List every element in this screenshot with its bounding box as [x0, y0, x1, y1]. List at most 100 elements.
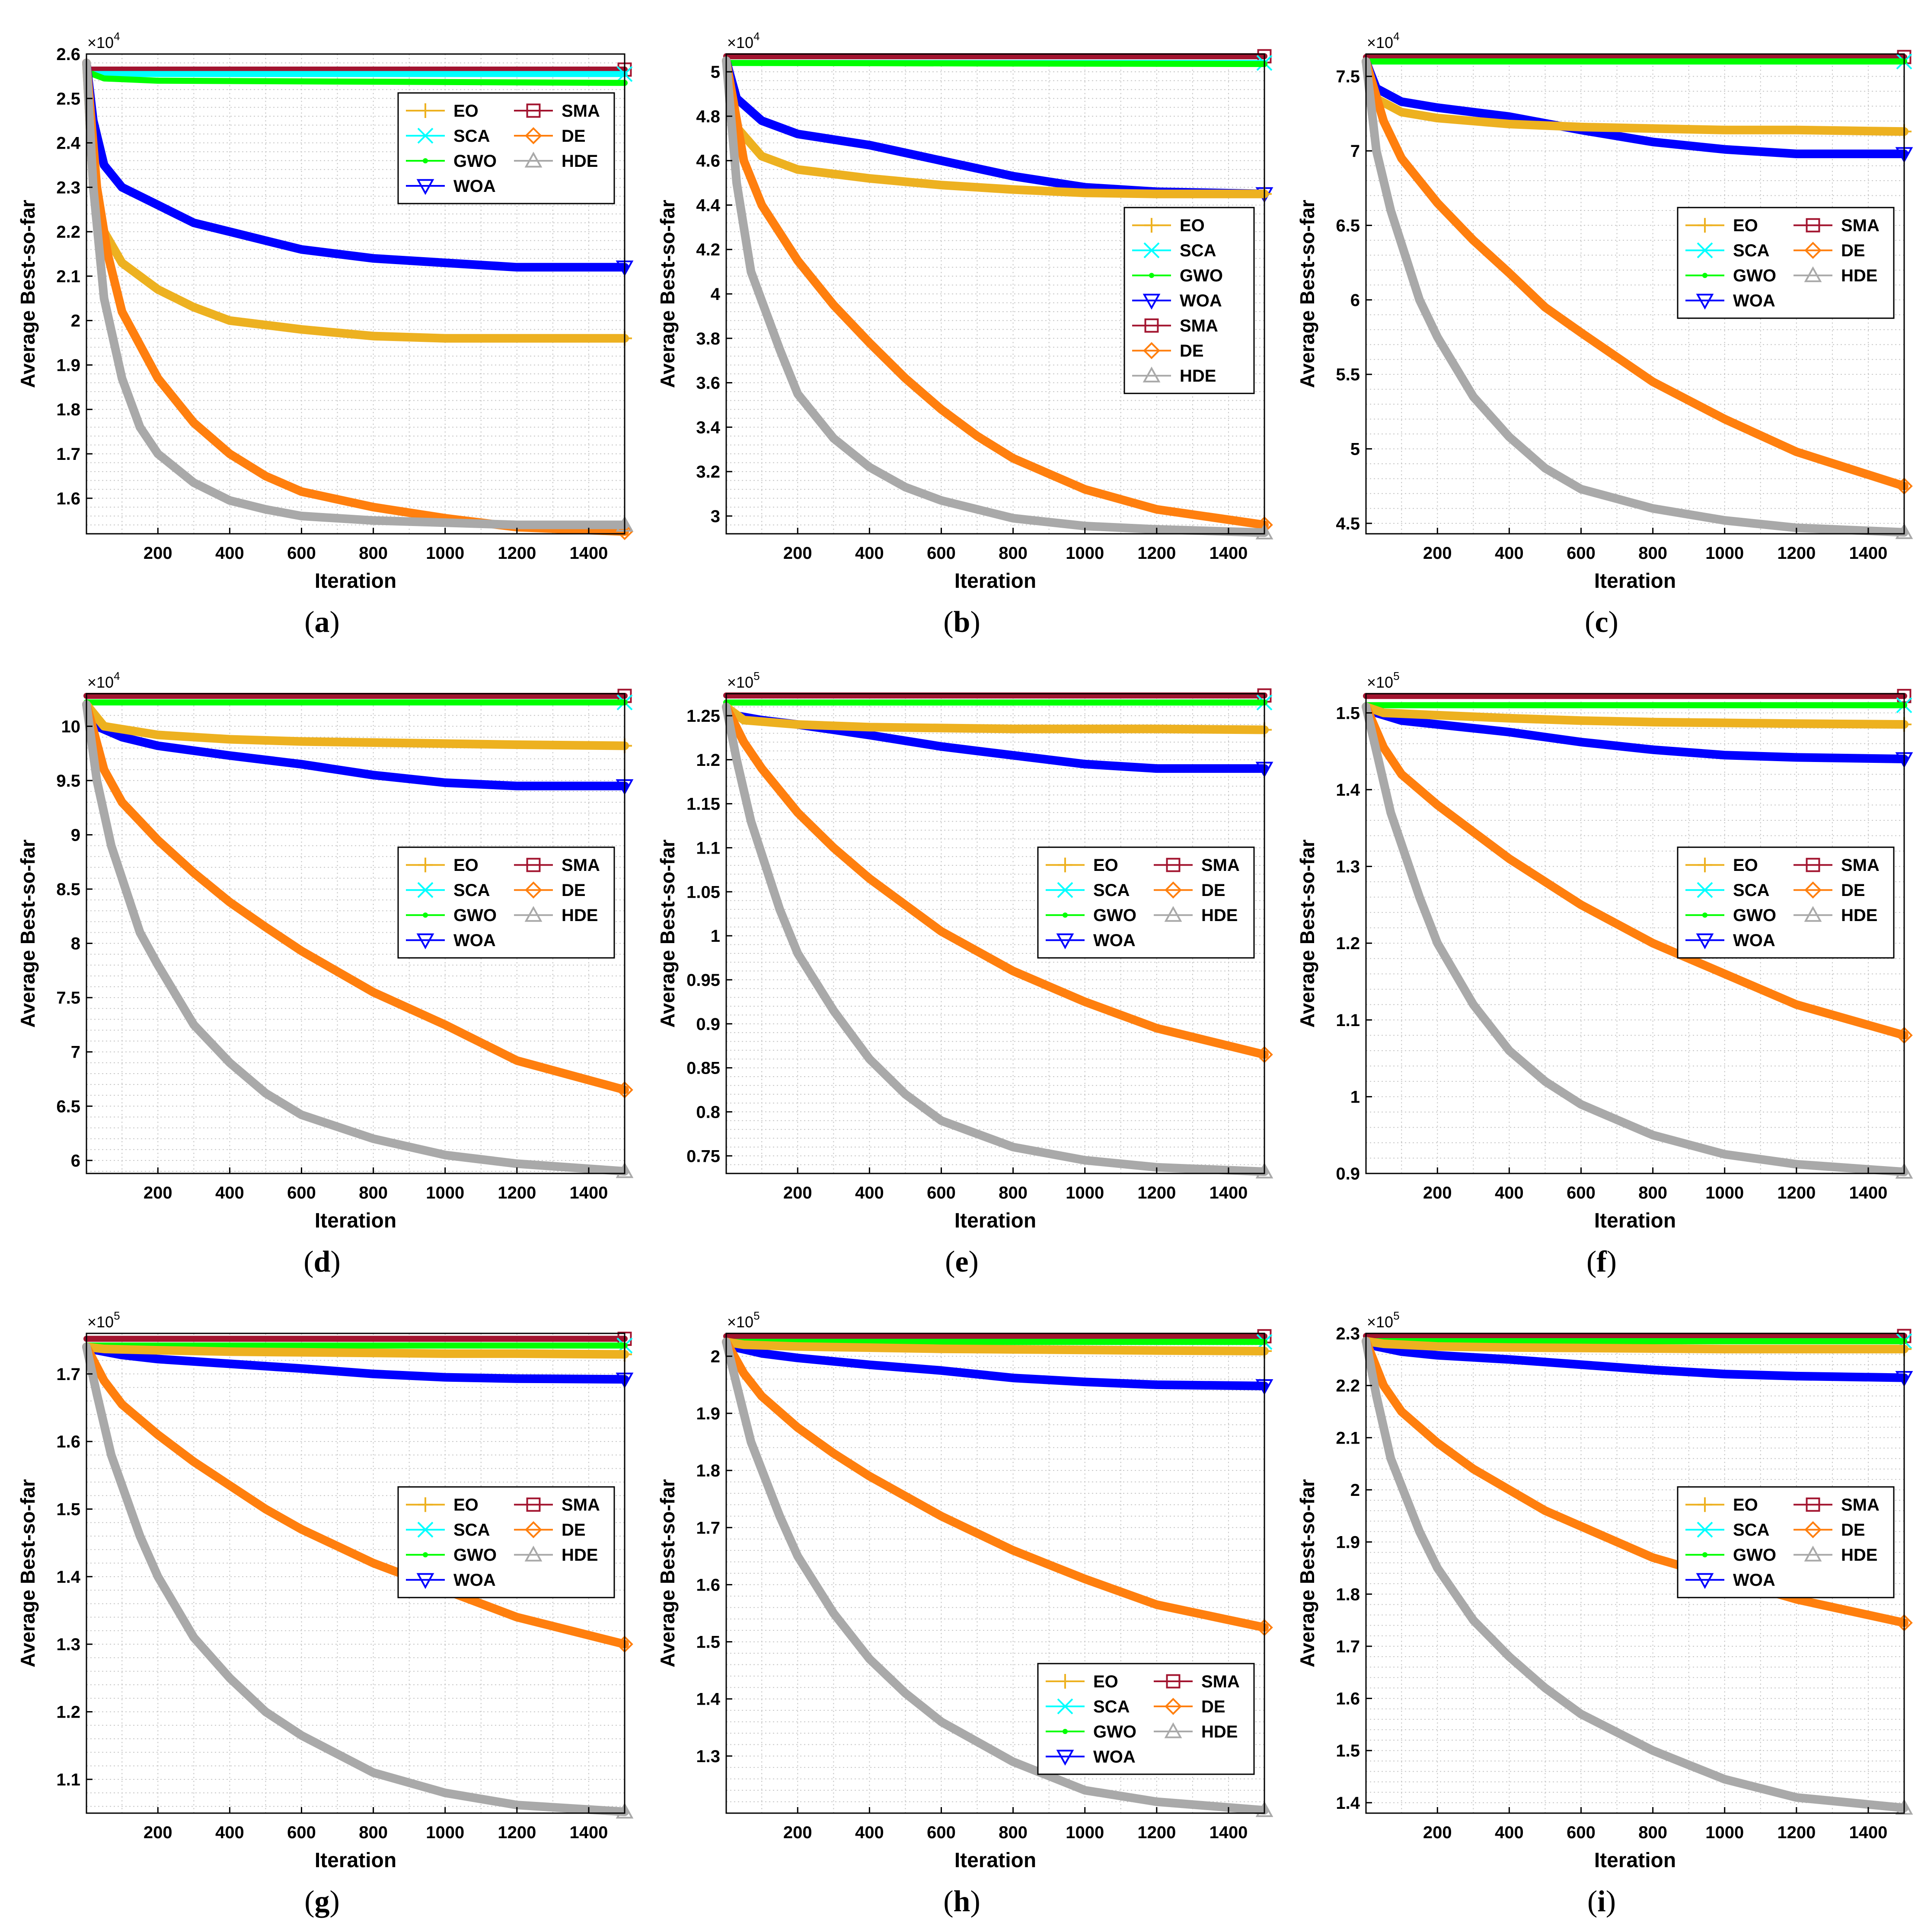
y-tick-label: 1.4: [56, 1568, 80, 1587]
y-tick-label: 3.8: [696, 329, 720, 348]
legend: EO SCA GWO WOA SMA DE HDE: [397, 92, 615, 204]
series-line-hde: [1362, 702, 1908, 1176]
legend-marker: [416, 1573, 434, 1589]
legend-item-gwo: GWO: [1685, 266, 1776, 285]
legend-label: WOA: [453, 177, 496, 196]
caption-letter: f: [1596, 1245, 1607, 1278]
x-tick-label: 600: [1567, 1183, 1596, 1202]
x-axis: 200 400 600 800 1000 1200 1400: [144, 1807, 608, 1842]
legend-label: DE: [562, 881, 586, 900]
legend-marker: [1697, 1521, 1713, 1538]
legend-label: SCA: [1093, 1697, 1130, 1716]
legend-item-gwo: GWO: [1132, 266, 1223, 285]
y-tick-label: 1.3: [1336, 858, 1360, 877]
legend-item-hde: HDE: [514, 151, 598, 171]
series-line-eo: [1362, 702, 1908, 729]
legend-item-eo: EO: [1685, 1495, 1758, 1514]
legend-label: SCA: [453, 1521, 490, 1540]
exponent-base: ×10: [727, 673, 753, 691]
legend-item-woa: WOA: [1132, 291, 1222, 310]
legend-label: GWO: [1093, 906, 1136, 925]
axis-exponent: ×104: [87, 670, 120, 691]
legend-label: WOA: [1733, 931, 1775, 950]
x-tick-label: 1200: [1137, 1183, 1176, 1202]
legend-label: HDE: [1180, 367, 1216, 386]
exponent-power: 5: [1393, 1309, 1399, 1322]
legend-label: SCA: [1733, 881, 1769, 900]
x-tick-label: 600: [927, 1823, 956, 1842]
y-tick-label: 1.8: [56, 400, 80, 419]
x-tick-label: 400: [855, 1823, 884, 1842]
series-group: [722, 49, 1273, 540]
chart-panel-i: 200 400 600 800 1000 1200 1400 Iteration 1.4 1.5 1…: [1286, 1288, 1917, 1919]
series-end-marker-hde: [1895, 1798, 1913, 1815]
legend-label: GWO: [1093, 1722, 1136, 1741]
legend-marker: [1696, 293, 1714, 310]
legend-item-eo: EO: [1685, 856, 1758, 875]
legend-marker: [524, 151, 543, 168]
legend-label: DE: [1841, 241, 1865, 260]
legend-marker: [525, 127, 542, 144]
chart-panel-f: 200 400 600 800 1000 1200 1400 Iteration 0.9 1 1.1…: [1286, 648, 1917, 1279]
y-tick-label: 3.6: [696, 374, 720, 393]
x-tick-label: 1200: [1137, 1823, 1176, 1842]
y-tick-label: 1.05: [686, 883, 720, 902]
legend-marker: [1056, 933, 1074, 950]
x-tick-label: 1400: [1209, 1183, 1248, 1202]
legend-item-hde: HDE: [1154, 1722, 1238, 1741]
y-tick-label: 1.3: [696, 1747, 720, 1766]
legend-label: SMA: [1841, 216, 1880, 235]
axis-exponent: ×105: [87, 1309, 120, 1331]
legend-marker: [1166, 1674, 1181, 1689]
x-tick-label: 800: [1638, 1183, 1667, 1202]
chart-svg-g: 200 400 600 800 1000 1200 1400Iteration1.11.21…: [16, 1309, 634, 1872]
legend-label: GWO: [453, 906, 497, 925]
series-line-eo: [1362, 1337, 1908, 1354]
y-tick-label: 2: [71, 312, 80, 331]
x-tick-label: 1400: [1209, 1823, 1248, 1842]
series-line-hde: [82, 58, 629, 529]
exponent-base: ×10: [87, 34, 114, 51]
x-tick-label: 800: [359, 544, 388, 563]
panel-caption: (g): [304, 1885, 340, 1918]
panel-caption: (h): [943, 1885, 980, 1918]
x-tick-label: 800: [999, 544, 1028, 563]
y-tick-label: 0.95: [686, 971, 720, 990]
legend-item-woa: WOA: [406, 1571, 496, 1590]
legend-item-de: DE: [1132, 341, 1204, 360]
y-axis-label: Average Best-so-far: [1296, 200, 1318, 388]
series-line-hde: [82, 700, 629, 1176]
legend-marker: [1698, 858, 1712, 873]
x-tick-label: 1000: [1066, 544, 1104, 563]
x-tick-label: 600: [927, 544, 956, 563]
caption-letter: e: [955, 1245, 969, 1278]
series-line-de: [82, 58, 629, 536]
series-line-eo: [722, 1337, 1269, 1355]
y-tick-label: 1.4: [1336, 781, 1360, 800]
y-tick-label: 6: [71, 1151, 80, 1170]
x-tick-label: 600: [927, 1183, 956, 1202]
y-tick-label: 3: [711, 507, 720, 526]
y-tick-label: 2.3: [1336, 1324, 1360, 1343]
series-group: [1362, 1329, 1913, 1815]
panel-caption: (b): [943, 606, 980, 639]
series-end-marker-hde: [1895, 523, 1913, 539]
legend-item-eo: EO: [406, 102, 479, 121]
series-line-woa: [82, 58, 629, 272]
x-tick-label: 1200: [1777, 544, 1816, 563]
chart-panel-d: 200 400 600 800 1000 1200 1400 Iteration 6 6.5 7 7.…: [6, 648, 638, 1279]
y-tick-label: 1.6: [1336, 1690, 1360, 1709]
y-tick-label: 4: [711, 285, 721, 304]
series-line-hde: [722, 702, 1269, 1176]
legend-label: EO: [1733, 856, 1758, 875]
legend-label: DE: [1841, 881, 1865, 900]
legend-marker: [526, 1497, 541, 1512]
exponent-base: ×10: [1367, 1313, 1393, 1331]
x-tick-label: 1400: [1849, 1823, 1887, 1842]
y-tick-label: 8.5: [56, 880, 80, 899]
legend: EO SCA GWO WOA SMA DE HDE: [1677, 846, 1895, 959]
series-line-eo: [722, 702, 1269, 734]
y-tick-label: 1.2: [1336, 934, 1360, 953]
legend-item-eo: EO: [406, 856, 479, 875]
y-tick-label: 1.2: [696, 751, 720, 770]
